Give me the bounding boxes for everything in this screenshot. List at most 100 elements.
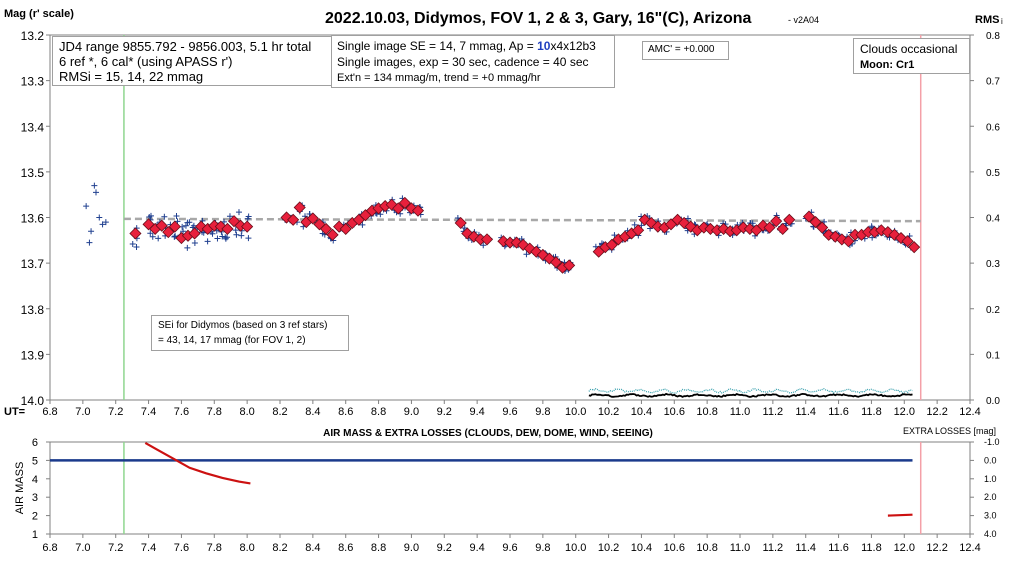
y2-tick-label: 0.4 <box>986 214 1000 225</box>
y2-tick-label: 0.6 <box>986 122 1000 133</box>
x-tick-label: 10.4 <box>631 406 652 418</box>
airmass-panel-title: AIR MASS & EXTRA LOSSES (CLOUDS, DEW, DO… <box>323 428 653 439</box>
single-image-point <box>129 240 136 247</box>
binned-mag-point <box>326 228 339 241</box>
binned-mag-point <box>405 202 418 215</box>
binned-mag-point <box>549 256 563 269</box>
bottom-x-tick-label: 7.6 <box>174 542 189 554</box>
amc-value: AMC' = +0.000 <box>648 44 715 55</box>
moon-label: Moon: Cr1 <box>860 59 915 71</box>
x-tick-label: 7.0 <box>75 406 90 418</box>
binned-mag-point <box>339 222 352 235</box>
single-image-point <box>102 219 109 226</box>
bottom-plot-frame <box>49 441 971 535</box>
single-image-point <box>186 219 193 226</box>
binned-mag-point <box>842 235 855 248</box>
bottom-x-tick-label: 9.0 <box>404 542 419 554</box>
bottom-x-tick-label: 7.0 <box>75 542 90 554</box>
air-mass-curve <box>887 513 913 517</box>
binned-mag-point <box>155 219 168 232</box>
airmass-tick-label: 5 <box>32 455 38 467</box>
x-tick-label: 10.6 <box>664 406 685 418</box>
single-image-point <box>244 215 251 222</box>
binned-mag-point <box>454 216 467 230</box>
binned-mag-point <box>632 224 645 237</box>
binned-mag-point <box>783 213 796 226</box>
binned-mag-point <box>829 230 842 243</box>
single-image-point <box>219 233 226 240</box>
airmass-tick-label: 4 <box>32 474 38 486</box>
airmass-tick-label: 3 <box>32 492 38 504</box>
x-tick-label: 7.8 <box>207 406 222 418</box>
rmsi-line: RMSi = 15, 14, 22 mmag <box>59 69 204 84</box>
y2-axis-label-sub: i <box>1001 17 1003 26</box>
x-tick-label: 12.4 <box>959 406 980 418</box>
single-image-point <box>149 233 156 240</box>
losses-axis-label: EXTRA LOSSES [mag] <box>903 426 996 436</box>
y2-tick-label: 0.7 <box>986 77 1000 88</box>
single-image-point <box>83 203 90 210</box>
single-image-point <box>233 231 240 238</box>
bottom-x-tick-label: 11.8 <box>861 542 882 554</box>
y-tick-label: 13.8 <box>21 303 45 317</box>
losses-tick-label: 1.0 <box>984 474 997 484</box>
losses-tick-label: -1.0 <box>984 437 1000 447</box>
binned-mag-point <box>319 222 333 235</box>
airmass-tick-label: 6 <box>32 437 38 449</box>
y-tick-label: 13.6 <box>21 212 45 226</box>
x-tick-label: 6.8 <box>42 406 57 418</box>
binned-mag-point <box>770 215 783 228</box>
single-image-point <box>171 233 178 240</box>
single-image-point <box>611 232 618 239</box>
x-tick-label: 11.2 <box>763 406 784 418</box>
bottom-x-tick-label: 10.8 <box>696 542 717 554</box>
chart-version: - v2A04 <box>788 15 819 25</box>
single-image-point <box>226 213 233 220</box>
conditions-box: Clouds occasional Moon: Cr1 <box>853 38 970 74</box>
airmass-tick-label: 2 <box>32 511 38 523</box>
bottom-x-tick-label: 11.6 <box>828 542 849 554</box>
ap-value: 10 <box>537 39 551 53</box>
bottom-x-tick-label: 7.8 <box>207 542 222 554</box>
binned-mag-point <box>543 252 556 265</box>
x-tick-label: 11.4 <box>795 406 816 418</box>
clouds-label: Clouds occasional <box>860 42 958 56</box>
bottom-x-tick-label: 10.4 <box>631 542 652 554</box>
single-image-point <box>232 227 239 234</box>
x-tick-label: 7.6 <box>174 406 189 418</box>
x-tick-label: 9.2 <box>437 406 452 418</box>
single-image-point <box>86 239 93 246</box>
binned-mag-point <box>287 213 300 226</box>
bottom-x-tick-label: 11.4 <box>795 542 816 554</box>
binned-mag-point <box>467 230 480 243</box>
single-image-point <box>684 215 691 222</box>
x-tick-label: 8.4 <box>305 406 320 418</box>
air-mass-curve <box>144 441 251 485</box>
y2-tick-label: 0.2 <box>986 305 1000 316</box>
chart-title: 2022.10.03, Didymos, FOV 1, 2 & 3, Gary,… <box>325 10 752 27</box>
x-tick-label: 10.8 <box>696 406 717 418</box>
jd-range-line: JD4 range 9855.792 - 9856.003, 5.1 hr to… <box>59 39 312 54</box>
single-image-point <box>91 182 98 189</box>
binned-mag-point <box>162 226 175 239</box>
bottom-x-tick-label: 8.4 <box>305 542 320 554</box>
binned-mag-point <box>901 235 914 248</box>
single-image-point <box>184 244 191 251</box>
binned-mag-point <box>333 220 346 233</box>
single-image-point <box>93 189 99 196</box>
binned-mag-point <box>480 233 494 246</box>
single-image-point <box>480 242 487 249</box>
binned-mag-point <box>313 218 326 231</box>
x-tick-label: 7.2 <box>108 406 123 418</box>
x-tick-label: 8.6 <box>338 406 353 418</box>
bottom-x-tick-label: 10.2 <box>598 542 619 554</box>
binned-mag-point <box>195 220 208 233</box>
x-axis-label: UT= <box>4 406 25 418</box>
sei-line-2: = 43, 14, 17 mmag (for FOV 1, 2) <box>158 335 306 346</box>
single-image-point <box>631 221 638 228</box>
airmass-tick-label: 1 <box>32 529 38 541</box>
x-tick-label: 9.0 <box>404 406 419 418</box>
binned-mag-point <box>704 222 717 235</box>
airmass-axis-label: AIR MASS <box>14 462 26 515</box>
bottom-x-tick-label: 9.8 <box>535 542 550 554</box>
